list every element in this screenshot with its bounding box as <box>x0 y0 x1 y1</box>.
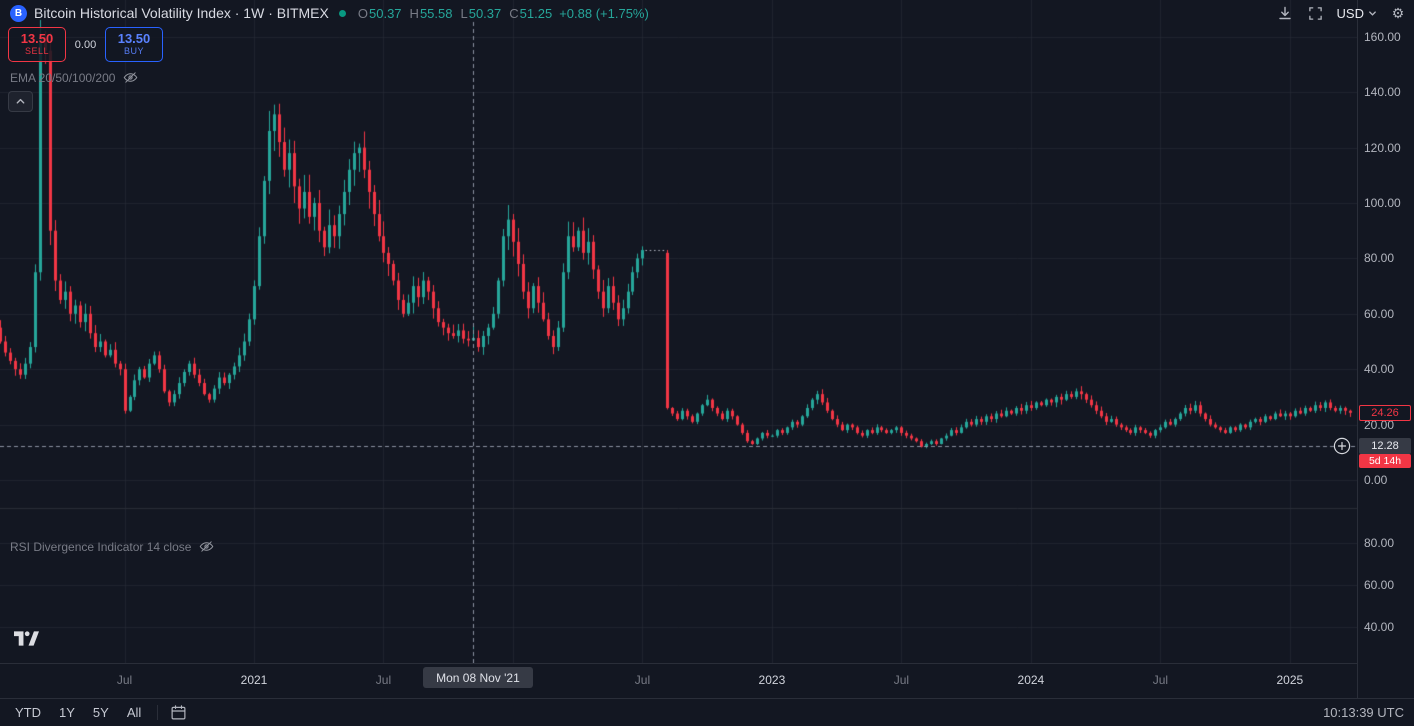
time-tick-label: Jul <box>1152 673 1169 687</box>
symbol-title[interactable]: Bitcoin Historical Volatility Index · 1W… <box>34 5 329 21</box>
price-tick-label: 100.00 <box>1364 196 1401 210</box>
eye-off-icon[interactable] <box>199 539 214 554</box>
trade-panel: 13.50 SELL 0.00 13.50 BUY <box>8 27 163 62</box>
rsi-tick-label: 40.00 <box>1364 620 1395 634</box>
high-label: H <box>409 5 419 21</box>
ohlc-values: O 50.37 H 55.58 L 50.37 C 51.25 <box>358 6 552 21</box>
time-tick-label: Jul <box>893 673 910 687</box>
market-status-dot <box>338 9 346 17</box>
price-tick-label: 40.00 <box>1364 362 1395 377</box>
price-tick-label: 0.00 <box>1364 473 1388 487</box>
rsi-indicator-title[interactable]: RSI Divergence Indicator 14 close <box>10 539 192 554</box>
chevron-down-icon <box>1368 9 1377 18</box>
rsi-tick-label: 60.00 <box>1364 578 1395 592</box>
price-tick-label: 140.00 <box>1364 85 1401 100</box>
add-alert-plus-button[interactable] <box>1333 437 1351 455</box>
range-button-all[interactable]: All <box>118 701 150 725</box>
range-button-ytd[interactable]: YTD <box>6 701 50 725</box>
close-label: C <box>509 5 519 21</box>
price-tick-label: 80.00 <box>1364 251 1395 266</box>
spread-value: 0.00 <box>74 38 97 51</box>
range-button-5y[interactable]: 5Y <box>84 701 118 725</box>
bar-countdown-label: 5d 14h <box>1359 453 1411 468</box>
tradingview-logo[interactable] <box>14 631 39 651</box>
currency-value: USD <box>1336 5 1364 21</box>
ema-indicator-title[interactable]: EMA 20/50/100/200 <box>10 70 116 85</box>
crosshair-date-tooltip: Mon 08 Nov '21 <box>423 667 533 688</box>
eye-off-icon[interactable] <box>123 70 138 85</box>
time-tick-label: Jul <box>116 673 133 687</box>
price-axis[interactable]: 24.26 5d 14h 12.28 0.00 20.00 40.00 60.00 80… <box>1357 0 1414 698</box>
collapse-panel-button[interactable] <box>8 91 33 112</box>
buy-price: 13.50 <box>117 31 151 47</box>
chevron-up-icon <box>16 98 25 104</box>
chart-header: B Bitcoin Historical Volatility Index · … <box>10 3 649 23</box>
range-button-1y[interactable]: 1Y <box>50 701 84 725</box>
time-axis[interactable]: Mon 08 Nov '21 Jul2021Jul2022Jul2023Jul2… <box>0 663 1414 699</box>
buy-button[interactable]: 13.50 BUY <box>105 27 163 62</box>
low-value: 50.37 <box>468 5 502 21</box>
sell-label: SELL <box>24 46 50 57</box>
time-tick-label: 2021 <box>240 673 268 687</box>
time-tick-label: Jul <box>634 673 651 687</box>
low-label: L <box>460 5 468 21</box>
download-icon[interactable] <box>1275 3 1295 23</box>
price-tick-label: 20.00 <box>1364 417 1395 432</box>
range-selector: YTD 1Y 5Y All <box>6 701 150 725</box>
bottom-toolbar: YTD 1Y 5Y All 10:13:39 UTC <box>0 698 1414 726</box>
rsi-indicator-legend: RSI Divergence Indicator 14 close <box>10 539 214 554</box>
open-value: 50.37 <box>369 5 402 21</box>
price-tick-label: 60.00 <box>1364 306 1395 321</box>
utc-clock[interactable]: 10:13:39 UTC <box>1323 705 1404 720</box>
header-controls: USD ⚙ <box>1275 2 1408 24</box>
price-tick-label: 120.00 <box>1364 140 1401 155</box>
fullscreen-icon[interactable] <box>1306 3 1326 23</box>
time-tick-label: Jul <box>375 673 392 687</box>
crosshair-price-label: 12.28 <box>1359 437 1411 454</box>
sell-button[interactable]: 13.50 SELL <box>8 27 66 62</box>
symbol-logo-icon[interactable]: B <box>10 4 27 22</box>
sell-price: 13.50 <box>20 31 54 47</box>
time-tick-label: 2023 <box>758 673 786 687</box>
time-tick-label: 2024 <box>1017 673 1045 687</box>
open-label: O <box>357 5 368 21</box>
last-price-label: 24.26 <box>1359 404 1411 421</box>
ema-indicator-legend: EMA 20/50/100/200 <box>10 70 138 85</box>
symbol-logo-letter: B <box>14 7 23 19</box>
price-tick-label: 160.00 <box>1364 29 1401 44</box>
buy-label: BUY <box>123 46 144 57</box>
high-value: 55.58 <box>419 5 453 21</box>
price-chart-canvas[interactable] <box>0 0 1357 698</box>
currency-dropdown[interactable]: USD <box>1337 6 1377 21</box>
close-value: 51.25 <box>519 5 553 21</box>
rsi-tick-label: 80.00 <box>1364 536 1395 550</box>
gear-icon[interactable]: ⚙ <box>1388 3 1408 23</box>
toolbar-divider <box>157 705 159 720</box>
time-tick-label: 2025 <box>1276 673 1304 687</box>
change-value: +0.88 (+1.75%) <box>559 5 649 21</box>
go-to-date-icon[interactable] <box>170 704 187 721</box>
